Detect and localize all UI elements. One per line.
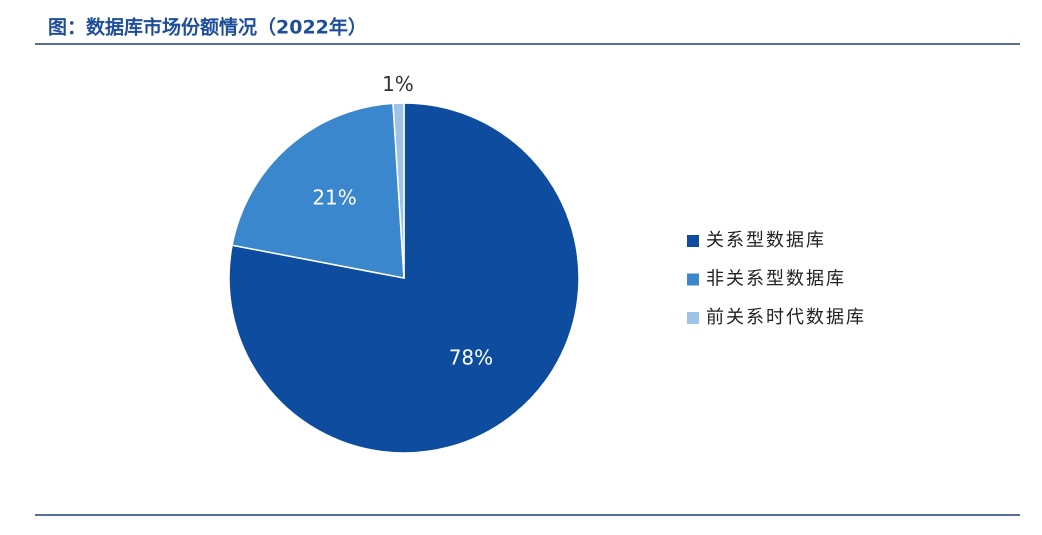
data-label: 21% [312, 186, 356, 210]
pie-slice [392, 102, 405, 279]
legend-swatch [687, 273, 699, 286]
legend-swatch [687, 312, 699, 324]
legend-swatch [687, 235, 699, 247]
legend-label: 非关系型数据库 [706, 269, 846, 290]
data-label: 1% [382, 72, 414, 96]
chart-title: 图：数据库市场份额情况（2022年） [48, 16, 367, 39]
legend-label: 前关系时代数据库 [706, 307, 866, 328]
data-label: 78% [449, 345, 493, 369]
pie-slice [231, 102, 405, 279]
legend-label: 关系型数据库 [706, 230, 826, 251]
